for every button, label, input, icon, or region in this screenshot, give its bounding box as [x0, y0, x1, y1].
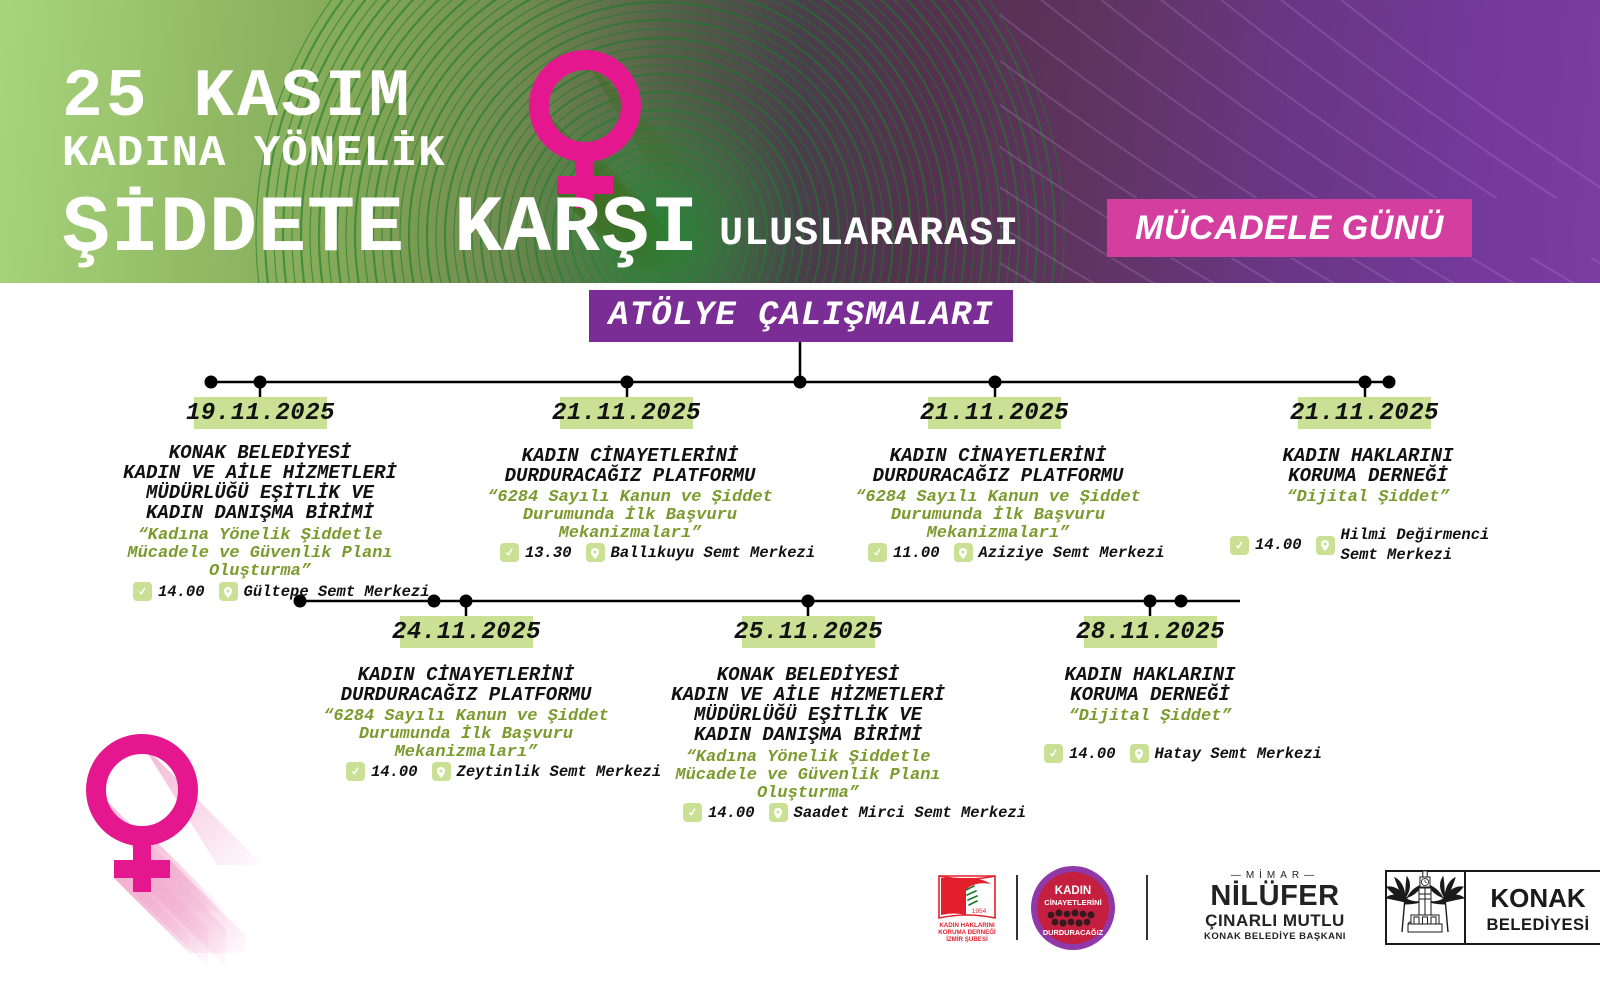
svg-text:KADIN HAKLARINI: KADIN HAKLARINI — [939, 922, 995, 929]
svg-text:KORUMA DERNEĞİ: KORUMA DERNEĞİ — [938, 928, 996, 936]
svg-text:1954: 1954 — [972, 908, 987, 915]
svg-text:DURDURACAĞIZ: DURDURACAĞIZ — [1043, 928, 1104, 937]
svg-text:KONAK: KONAK — [1490, 883, 1586, 913]
svg-text:İZMİR ŞUBESİ: İZMİR ŞUBESİ — [946, 936, 988, 943]
svg-text:BELEDİYESİ: BELEDİYESİ — [1486, 916, 1589, 934]
svg-text:KADIN: KADIN — [1055, 885, 1091, 897]
svg-text:CİNAYETLERİNİ: CİNAYETLERİNİ — [1044, 898, 1102, 907]
